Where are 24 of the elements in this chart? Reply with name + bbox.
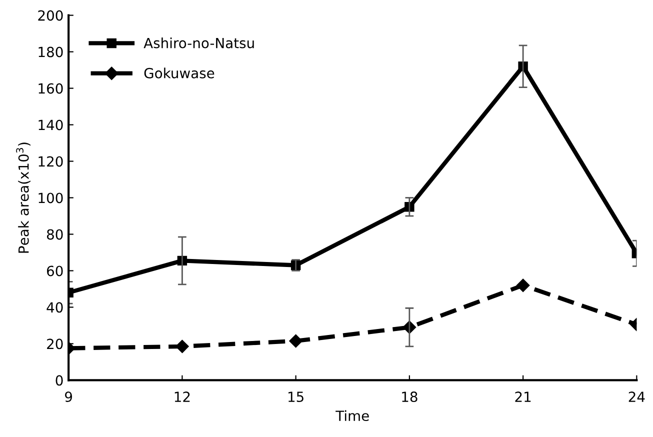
y-axis-title: Peak area(x10$^{3}$)	[16, 142, 30, 253]
x-axis-title: Time	[336, 410, 369, 422]
y-tick-label: 160	[38, 83, 63, 94]
y-tick-label: 40	[46, 302, 63, 313]
y-tick-label: 200	[38, 10, 63, 21]
x-tick-label: 12	[174, 392, 190, 402]
y-tick-label: 20	[47, 338, 63, 350]
x-tick-label: 24	[628, 392, 645, 402]
y-tick-label: 0	[56, 375, 63, 386]
x-tick-label: 9	[65, 392, 72, 402]
point	[176, 340, 189, 354]
legend-label: Ashiro-no-Natsu	[144, 38, 254, 48]
y-tick-label: 120	[38, 156, 63, 167]
x-tick-label: 18	[402, 392, 418, 402]
y-tick-label: 80	[46, 229, 63, 240]
x-tick-label: 21	[515, 392, 531, 402]
y-tick-label: 180	[38, 46, 63, 58]
y-tick-label: 60	[47, 266, 63, 276]
legend-label: Gokuwase	[144, 68, 214, 78]
point	[516, 278, 530, 292]
y-tick-label: 140	[38, 120, 63, 130]
point	[289, 334, 302, 348]
y-tick-label: 100	[38, 192, 63, 204]
x-tick-label: 15	[288, 392, 304, 402]
